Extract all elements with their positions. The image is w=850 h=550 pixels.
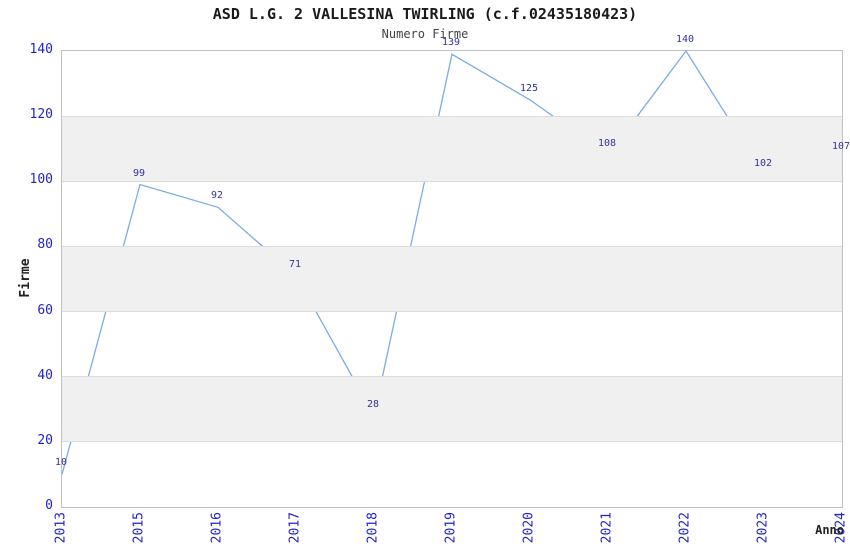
y-tick-label: 60 bbox=[37, 302, 53, 318]
data-label: 125 bbox=[519, 82, 539, 94]
gridline bbox=[62, 115, 842, 117]
data-label: 102 bbox=[753, 157, 773, 169]
data-label: 99 bbox=[132, 167, 146, 179]
gridline bbox=[62, 180, 842, 182]
data-label: 108 bbox=[597, 138, 617, 150]
chart-title: ASD L.G. 2 VALLESINA TWIRLING (c.f.02435… bbox=[212, 5, 638, 23]
data-label: 71 bbox=[288, 258, 302, 270]
y-tick-label: 80 bbox=[37, 237, 53, 253]
plot-band bbox=[62, 246, 842, 312]
x-tick-label: 2016 bbox=[209, 512, 225, 544]
plot-band bbox=[62, 376, 842, 442]
y-tick-label: 40 bbox=[37, 367, 53, 383]
x-tick-label: 2021 bbox=[599, 512, 615, 544]
y-axis-label: Firme bbox=[18, 258, 33, 298]
x-tick-label: 2017 bbox=[287, 512, 303, 544]
x-tick-label: 2013 bbox=[53, 512, 69, 544]
y-tick-label: 20 bbox=[37, 432, 53, 448]
gridline bbox=[62, 311, 842, 313]
series-line bbox=[61, 49, 843, 475]
y-tick-label: 120 bbox=[29, 107, 53, 123]
y-tick-label: 100 bbox=[29, 172, 53, 188]
x-tick-label: 2018 bbox=[365, 512, 381, 544]
y-tick-label: 0 bbox=[45, 498, 53, 513]
data-label: 140 bbox=[675, 34, 695, 45]
data-label: 107 bbox=[831, 141, 850, 153]
data-label: 28 bbox=[366, 398, 380, 410]
gridline bbox=[62, 441, 842, 443]
x-tick-label: 2019 bbox=[443, 512, 459, 544]
gridline bbox=[62, 245, 842, 247]
data-label: 139 bbox=[441, 37, 461, 49]
series-svg bbox=[61, 49, 843, 475]
x-axis-label: Anno bbox=[815, 523, 844, 537]
x-tick-label: 2023 bbox=[755, 512, 771, 544]
x-tick-label: 2022 bbox=[677, 512, 693, 544]
plot-area bbox=[61, 49, 843, 508]
chart-subtitle: Numero Firme bbox=[381, 27, 469, 41]
x-tick-label: 2020 bbox=[521, 512, 537, 544]
gridline bbox=[62, 376, 842, 378]
y-tick-label: 140 bbox=[29, 42, 53, 57]
data-label: 92 bbox=[210, 190, 224, 202]
plot-band bbox=[62, 116, 842, 182]
x-tick-label: 2015 bbox=[131, 512, 147, 544]
data-label: 10 bbox=[54, 457, 68, 469]
